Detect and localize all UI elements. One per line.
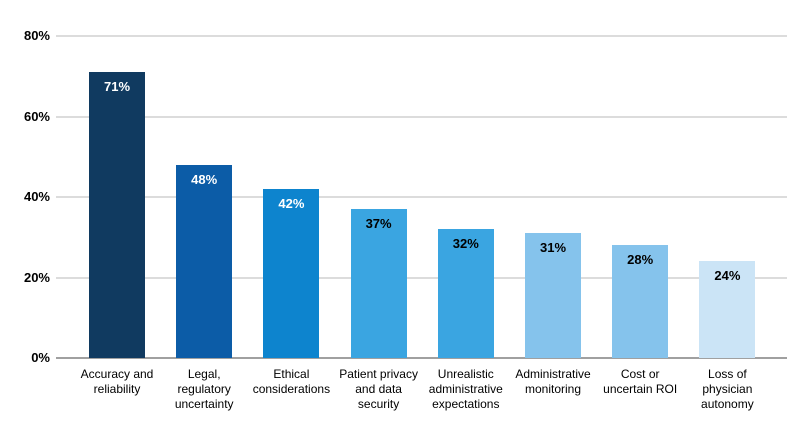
category-label: Accuracy and reliability bbox=[65, 367, 169, 397]
category-label: Administrative monitoring bbox=[501, 367, 605, 397]
bar-accuracy-and-reliability bbox=[89, 72, 145, 358]
gridline-40 bbox=[56, 196, 787, 198]
y-axis-tick-label: 0% bbox=[31, 350, 50, 365]
bar-value-label: 42% bbox=[278, 195, 305, 211]
category-label-line: Cost or bbox=[620, 367, 660, 381]
category-label: Cost or uncertain ROI bbox=[588, 367, 692, 397]
category-label: Loss of physician autonomy bbox=[675, 367, 779, 412]
category-label-line: Loss of bbox=[708, 367, 747, 381]
bar-ethical-considerations bbox=[263, 188, 320, 358]
category-label: Patient privacy and data security bbox=[327, 367, 431, 412]
category-label-line: Legal, bbox=[187, 367, 221, 381]
category-label: Ethical considerations bbox=[239, 367, 343, 397]
y-axis-tick-label: 20% bbox=[23, 269, 50, 285]
category-label-line: monitoring bbox=[524, 382, 582, 396]
category-label-line: Ethical bbox=[273, 367, 310, 381]
gridline-60 bbox=[56, 115, 787, 118]
category-label-line: Unrealistic bbox=[437, 367, 494, 381]
bar-value-label: 31% bbox=[539, 240, 567, 256]
category-label-line: reliability bbox=[93, 382, 141, 396]
category-label-line: Accuracy and bbox=[80, 367, 154, 381]
category-label-line: security bbox=[357, 397, 400, 411]
category-label-line: considerations bbox=[252, 382, 331, 396]
category-label: Legal, regulatory uncertainty bbox=[152, 367, 256, 412]
gridline-80 bbox=[56, 35, 787, 37]
bar-value-label: 71% bbox=[103, 79, 131, 95]
bar-administrative-monitoring bbox=[525, 233, 581, 358]
bar-unrealistic-administrative-expectations bbox=[437, 229, 494, 358]
x-axis-line bbox=[56, 357, 787, 359]
category-label-line: administrative bbox=[428, 382, 503, 396]
bar-legal-regulatory-uncertainty bbox=[176, 164, 233, 358]
bar-value-label: 28% bbox=[627, 252, 654, 268]
category-label-line: Patient privacy bbox=[339, 367, 418, 381]
bar-value-label: 24% bbox=[714, 268, 741, 284]
bar-value-label: 37% bbox=[365, 216, 392, 232]
y-axis-tick-label: 40% bbox=[23, 189, 50, 204]
category-label: Unrealistic administrative expectations bbox=[414, 367, 518, 412]
category-label-line: and data bbox=[355, 382, 402, 396]
bar-cost-or-uncertain-roi bbox=[612, 245, 669, 358]
bar-value-label: 48% bbox=[191, 171, 218, 187]
category-label-line: Administrative bbox=[515, 367, 591, 381]
category-label-line: regulatory bbox=[177, 382, 231, 396]
bar-loss-of-physician-autonomy bbox=[699, 261, 756, 358]
y-axis-tick-label: 80% bbox=[23, 28, 50, 43]
category-label-line: uncertainty bbox=[174, 397, 234, 411]
y-axis-tick-label: 60% bbox=[23, 108, 50, 124]
category-label-line: uncertain ROI bbox=[603, 382, 678, 396]
category-label-line: autonomy bbox=[701, 397, 754, 411]
bar-patient-privacy-and-data-security bbox=[350, 209, 407, 358]
bar-value-label: 32% bbox=[452, 236, 479, 252]
category-label-line: physician bbox=[702, 382, 753, 396]
category-label-line: expectations bbox=[432, 397, 500, 411]
gridline-20 bbox=[56, 276, 787, 279]
